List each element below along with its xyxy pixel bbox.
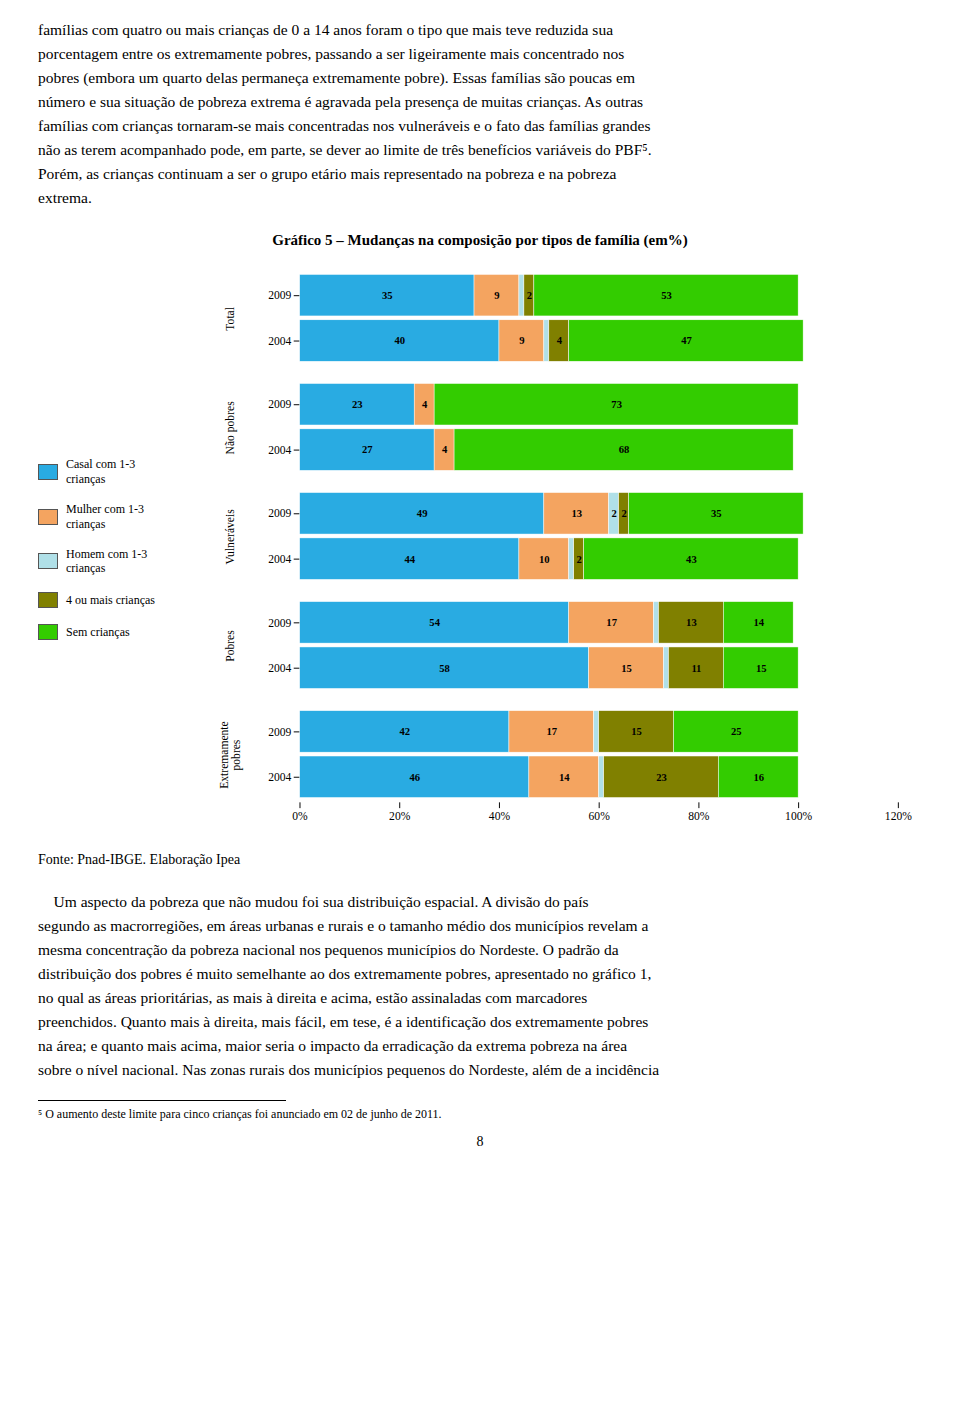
html-text:⁵ O aumento deste limite para: ⁵ O aumento deste limite para cinco cria… <box>38 1107 442 1122</box>
svg-text:14: 14 <box>753 617 764 628</box>
html-text:na área; e quanto mais acima,: na área; e quanto mais acima, maior seri… <box>38 1037 628 1055</box>
svg-text:2004: 2004 <box>268 662 291 675</box>
svg-text:2004: 2004 <box>268 553 291 566</box>
svg-text:40%: 40% <box>489 810 511 823</box>
svg-text:0%: 0% <box>292 810 308 823</box>
html-text:extrema.: extrema. <box>38 189 92 207</box>
svg-text:Vulneráveis: Vulneráveis <box>224 509 237 565</box>
html-text:pobres (embora um quarto delas: pobres (embora um quarto delas permaneça… <box>38 69 635 86</box>
html-text:famílias com quatro ou mais cr: famílias com quatro ou mais crianças de … <box>38 21 613 38</box>
svg-text:46: 46 <box>409 772 420 783</box>
svg-text:47: 47 <box>681 336 692 347</box>
html-text:porcentagem entre os extremame: porcentagem entre os extremamente pobres… <box>38 45 625 62</box>
svg-text:9: 9 <box>494 290 499 301</box>
svg-text:43: 43 <box>686 554 697 565</box>
svg-text:2009: 2009 <box>268 617 291 630</box>
html-text:Um aspecto da pobreza que não: Um aspecto da pobreza que não mudou foi … <box>38 893 589 911</box>
svg-text:40: 40 <box>394 336 405 347</box>
svg-text:2: 2 <box>527 290 532 301</box>
svg-text:2009: 2009 <box>268 290 291 303</box>
svg-text:13: 13 <box>686 617 697 628</box>
svg-text:60%: 60% <box>589 810 611 823</box>
svg-text:9: 9 <box>519 336 524 347</box>
svg-text:Total: Total <box>224 307 237 331</box>
svg-text:23: 23 <box>656 772 667 783</box>
html-text:Casal com 1-3 crianças: Casal com 1-3 crianças <box>66 457 136 486</box>
svg-text:17: 17 <box>606 617 617 628</box>
html-text:mesma concentração da pobreza: mesma concentração da pobreza nacional n… <box>38 941 619 959</box>
html-text:Gráfico 5 – Mudanças na compos: Gráfico 5 – Mudanças na composição por t… <box>272 232 688 249</box>
html-text:distribuição dos pobres é muit: distribuição dos pobres é muito semelhan… <box>38 965 652 983</box>
svg-text:2009: 2009 <box>268 399 291 412</box>
svg-text:16: 16 <box>753 772 764 783</box>
svg-text:15: 15 <box>631 726 642 737</box>
svg-text:4: 4 <box>422 399 428 410</box>
svg-text:68: 68 <box>619 445 630 456</box>
svg-text:2004: 2004 <box>268 444 291 457</box>
svg-text:35: 35 <box>382 290 393 301</box>
svg-text:11: 11 <box>691 663 701 674</box>
svg-text:15: 15 <box>756 663 767 674</box>
html-text:famílias com crianças tornaram: famílias com crianças tornaram-se mais c… <box>38 117 651 135</box>
svg-text:4: 4 <box>557 336 563 347</box>
svg-text:2: 2 <box>577 554 582 565</box>
svg-text:2004: 2004 <box>268 335 291 348</box>
svg-text:2009: 2009 <box>268 726 291 739</box>
svg-text:Extremamentepobres: Extremamentepobres <box>218 721 243 789</box>
html-text:não as terem acompanhado pode,: não as terem acompanhado pode, em parte,… <box>38 141 652 159</box>
svg-text:2004: 2004 <box>268 771 291 784</box>
svg-text:Não pobres: Não pobres <box>224 401 237 455</box>
html-text:segundo as macrorregiões, em á: segundo as macrorregiões, em áreas urban… <box>38 917 649 935</box>
html-text:preenchidos. Quanto mais à dir: preenchidos. Quanto mais à direita, mais… <box>38 1013 649 1031</box>
html-text:no qual as áreas prioritárias,: no qual as áreas prioritárias, as mais à… <box>38 989 588 1007</box>
svg-text:27: 27 <box>362 445 373 456</box>
html-text:Mulher com 1-3 crianças: Mulher com 1-3 crianças <box>66 502 144 531</box>
html-text:8: 8 <box>476 1134 484 1150</box>
svg-text:44: 44 <box>404 554 415 565</box>
svg-text:13: 13 <box>571 508 582 519</box>
svg-text:100%: 100% <box>785 810 812 823</box>
html-text:Porém, as crianças continuam a: Porém, as crianças continuam a ser o gru… <box>38 165 617 183</box>
svg-text:42: 42 <box>399 726 410 737</box>
html-text:Fonte: Pnad-IBGE. Elaboração I: Fonte: Pnad-IBGE. Elaboração Ipea <box>38 852 241 868</box>
svg-text:25: 25 <box>731 726 742 737</box>
svg-text:10: 10 <box>539 554 550 565</box>
svg-text:73: 73 <box>611 399 622 410</box>
svg-text:20%: 20% <box>389 810 411 823</box>
svg-text:49: 49 <box>417 508 428 519</box>
svg-text:58: 58 <box>439 663 450 674</box>
html-text:Homem com 1-3 crianças: Homem com 1-3 crianças <box>66 547 148 576</box>
svg-text:120%: 120% <box>885 810 912 823</box>
svg-text:Pobres: Pobres <box>224 630 237 662</box>
html-text:4 ou mais crianças: 4 ou mais crianças <box>66 592 155 607</box>
svg-text:17: 17 <box>546 726 557 737</box>
html-text:sobre o nível nacional. Nas zo: sobre o nível nacional. Nas zonas rurais… <box>38 1061 660 1079</box>
html-text:número e sua situação de pobre: número e sua situação de pobreza extrema… <box>38 93 644 110</box>
svg-text:2009: 2009 <box>268 508 291 521</box>
svg-text:14: 14 <box>559 772 570 783</box>
svg-text:53: 53 <box>661 290 672 301</box>
html-text:Sem crianças: Sem crianças <box>66 624 130 639</box>
svg-text:35: 35 <box>711 508 722 519</box>
svg-text:23: 23 <box>352 399 363 410</box>
svg-text:2: 2 <box>621 508 626 519</box>
svg-text:2: 2 <box>611 508 616 519</box>
svg-text:15: 15 <box>621 663 632 674</box>
svg-text:80%: 80% <box>688 810 710 823</box>
svg-text:4: 4 <box>442 445 448 456</box>
svg-text:54: 54 <box>429 617 440 628</box>
